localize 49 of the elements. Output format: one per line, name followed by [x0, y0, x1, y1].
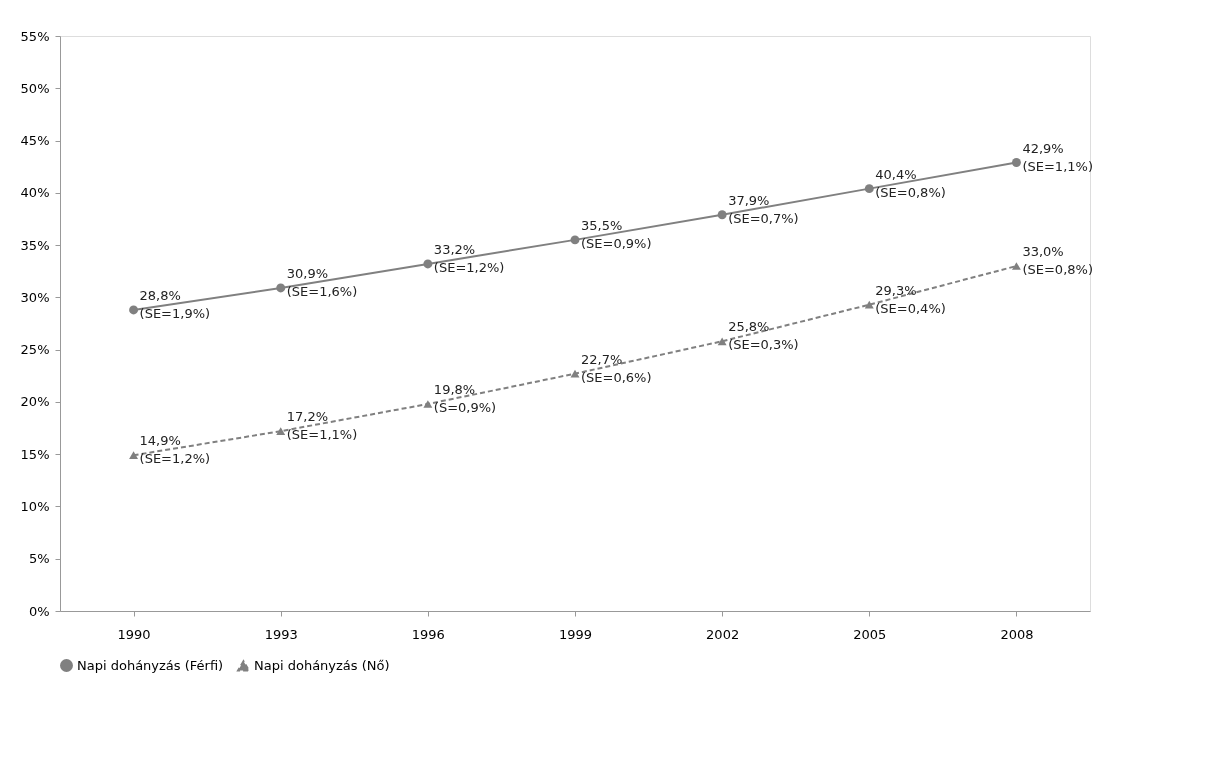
y-tick-label: 30% — [20, 289, 50, 305]
point — [570, 369, 580, 378]
data-label: 29,3% (SE=0,4%) — [875, 282, 946, 316]
data-label: 35,5% (SE=0,9%) — [581, 217, 652, 251]
point — [423, 259, 433, 269]
point — [129, 305, 139, 315]
y-tick-label: 5% — [28, 551, 50, 567]
x-tick-label: 1996 — [411, 626, 445, 642]
data-label: 25,8% (SE=0,3%) — [728, 319, 799, 353]
point — [423, 400, 433, 408]
data-label: 30,9% (SE=1,6%) — [286, 265, 358, 299]
legend-label: Napi dohányzás (Férfi) — [77, 657, 224, 673]
y-tick-label: 55% — [20, 28, 50, 44]
x-tick-label: 1999 — [558, 626, 593, 642]
point — [276, 283, 286, 293]
x-tick-label: 1993 — [264, 626, 298, 642]
point — [717, 210, 727, 220]
y-tick-label: 15% — [20, 446, 50, 462]
y-tick-label: 35% — [20, 237, 50, 253]
data-label: 22,7% (SE=0,6%) — [581, 351, 652, 385]
point — [1011, 158, 1021, 167]
data-label: 40,4% (SE=0,8%) — [875, 166, 946, 200]
point — [129, 451, 139, 460]
y-tick-label: 20% — [20, 394, 50, 410]
data-label: 17,2% (SE=1,1%) — [286, 409, 358, 443]
y-tick-label: 10% — [20, 498, 50, 514]
y-tick-label: 40% — [20, 185, 50, 201]
point — [276, 427, 286, 436]
point — [717, 337, 727, 346]
point — [570, 235, 580, 245]
data-label: 28,8% (SE=1,9%) — [139, 287, 211, 321]
data-label: 37,9% (SE=0,7%) — [728, 192, 799, 226]
data-label: 33,2% (SE=1,2%) — [433, 241, 505, 275]
x-tick-label: 2005 — [853, 626, 887, 642]
y-tick-label: 25% — [20, 342, 50, 358]
data-label: 14,9% (SE=1,2%) — [139, 433, 211, 467]
point — [864, 184, 874, 194]
y-tick-label: 0% — [28, 603, 50, 619]
data-label: 19,8% (S=0,9%) — [433, 382, 497, 415]
data-label: 33,0% (SE=0,8%) — [1022, 244, 1093, 277]
legend-label: Napi dohányzás (Nő) — [254, 657, 390, 673]
point — [864, 300, 874, 309]
y-tick-label: 45% — [20, 133, 50, 149]
point — [1011, 262, 1021, 270]
x-tick-label: 2008 — [1000, 626, 1034, 642]
data-label: 42,9% (SE=1,1%) — [1022, 140, 1093, 174]
x-tick-label: 1990 — [117, 626, 151, 642]
x-tick-label: 2002 — [706, 626, 740, 642]
y-tick-label: 50% — [20, 80, 50, 96]
